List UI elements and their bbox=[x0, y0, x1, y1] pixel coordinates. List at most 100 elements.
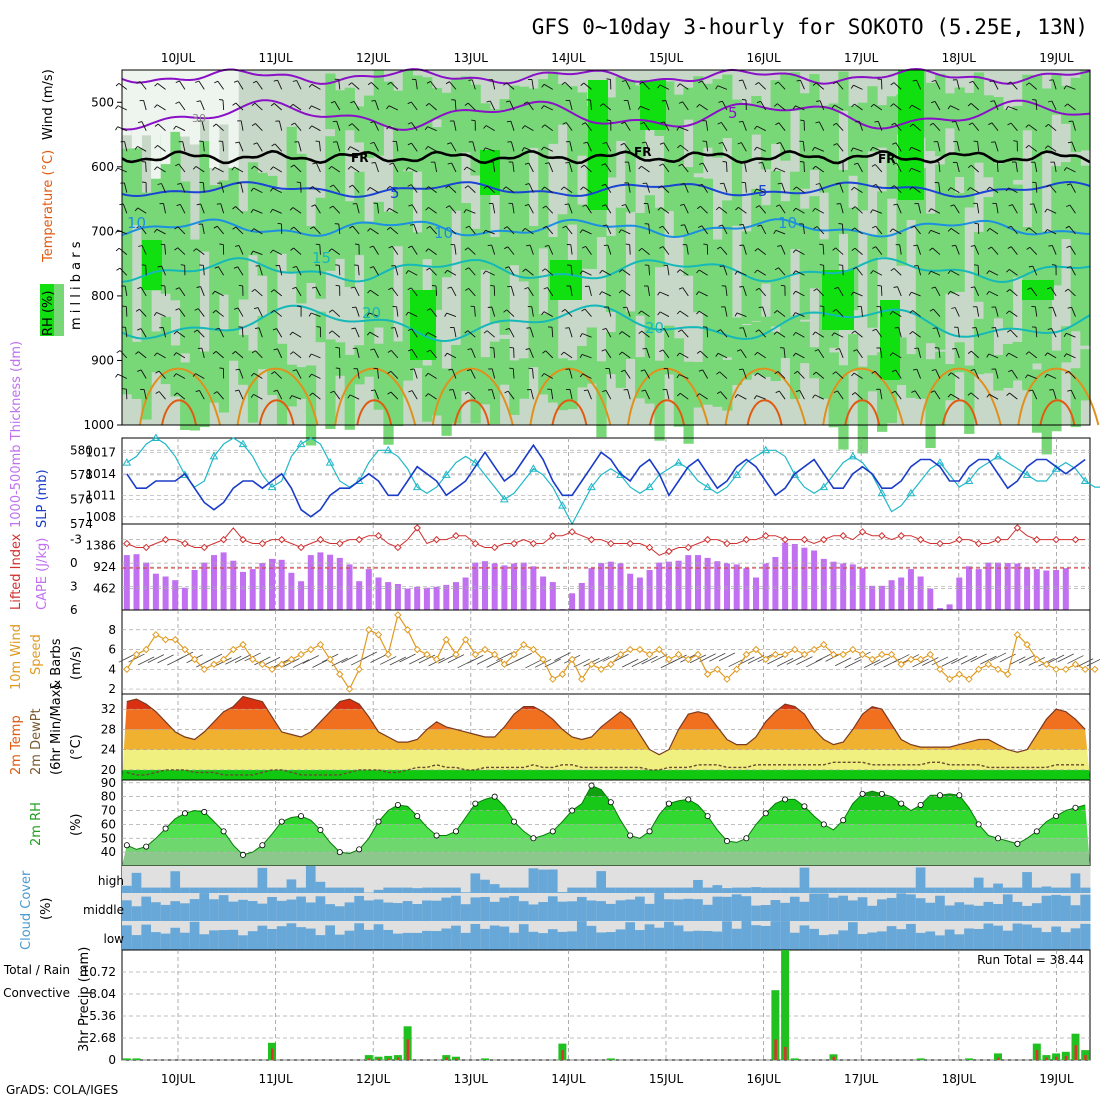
wind-barb bbox=[196, 329, 205, 338]
chart-title: GFS 0~10day 3-hourly for SOKOTO (5.25E, … bbox=[532, 15, 1088, 39]
wind-barb bbox=[991, 246, 999, 255]
wind-barb bbox=[293, 247, 302, 255]
wind-barb-feather bbox=[231, 166, 235, 171]
wind10-tick: 6 bbox=[108, 643, 116, 657]
wind-barb-feather bbox=[853, 349, 858, 352]
wind-barb bbox=[988, 270, 999, 276]
cape-bar bbox=[462, 577, 469, 610]
wind-barb-feather bbox=[407, 184, 412, 187]
wind-barb bbox=[988, 290, 999, 297]
rh-mid-cell bbox=[547, 71, 559, 144]
wind-barb-feather bbox=[1066, 204, 1071, 208]
wind-barb bbox=[858, 121, 863, 131]
cape-bar bbox=[1014, 563, 1021, 610]
wind-barb-feather bbox=[524, 287, 529, 290]
contour-sky-10 bbox=[121, 218, 1091, 239]
cloud-cell-bg bbox=[557, 866, 568, 893]
cloud-cell-bg bbox=[712, 866, 723, 893]
wind-barb-feather bbox=[622, 306, 627, 309]
wind-barb-feather bbox=[838, 264, 843, 266]
wind-barb-feather bbox=[908, 291, 912, 296]
wind-barb-feather bbox=[831, 104, 835, 109]
wind-barb-feather bbox=[154, 166, 158, 171]
wind-barb bbox=[257, 307, 263, 317]
wind-barb bbox=[355, 306, 360, 317]
rh-mid-cell bbox=[499, 338, 510, 385]
wind-barb bbox=[756, 269, 766, 276]
wind-barb bbox=[643, 122, 650, 131]
thickness-line-marker bbox=[645, 482, 654, 491]
wind-barb bbox=[491, 244, 496, 255]
rh-mid-cell bbox=[122, 312, 133, 395]
credit: GrADS: COLA/IGES bbox=[6, 1083, 118, 1097]
rh-low-cell bbox=[151, 70, 162, 179]
wind-barb-feather bbox=[676, 392, 681, 397]
wind-barb-feather bbox=[312, 162, 317, 165]
wind-barb bbox=[390, 350, 399, 359]
wind-barb-feather bbox=[408, 204, 413, 207]
wind-barb bbox=[742, 368, 747, 379]
wind-barb bbox=[1008, 310, 1018, 317]
cloud-cell-bg bbox=[635, 866, 646, 893]
wind-barb-feather bbox=[678, 287, 683, 290]
wind-barb bbox=[446, 352, 457, 359]
wind-barb bbox=[623, 143, 631, 152]
cloud-cell bbox=[160, 904, 171, 921]
wind-barb bbox=[934, 101, 941, 111]
rh-mid-cell bbox=[635, 212, 646, 316]
wind-barb bbox=[179, 80, 186, 90]
wind-barb-feather bbox=[676, 269, 681, 273]
wind-barb bbox=[1071, 141, 1076, 152]
wind10-label-3: & Barbs bbox=[49, 638, 64, 690]
wind-barb-feather bbox=[173, 373, 177, 377]
wind10-line-marker bbox=[1033, 655, 1041, 664]
wind-barb bbox=[776, 331, 786, 338]
wind10-barb bbox=[776, 658, 794, 667]
wind10-line-marker bbox=[626, 645, 634, 654]
wind-barb-feather bbox=[696, 269, 700, 274]
rh-band bbox=[122, 824, 1090, 839]
wind-barb bbox=[1066, 167, 1076, 173]
wind-barb-feather bbox=[1044, 229, 1048, 233]
rh-low-cell bbox=[160, 70, 171, 165]
cloud-cell bbox=[606, 887, 617, 893]
wind-barb bbox=[277, 348, 283, 359]
rh-mid-cell bbox=[296, 153, 307, 304]
wind-barb bbox=[391, 287, 399, 297]
wind-barb bbox=[201, 348, 205, 358]
wind-barb bbox=[202, 182, 205, 193]
wind-barb bbox=[629, 244, 631, 255]
top-day-label-8: 18JUL bbox=[942, 51, 977, 65]
wind-barb-feather bbox=[391, 327, 396, 329]
wind-barb bbox=[641, 310, 650, 317]
wind-barb bbox=[177, 226, 186, 235]
wind-barb bbox=[349, 394, 360, 400]
cape-bar bbox=[675, 560, 682, 610]
wind-barb-feather bbox=[775, 204, 780, 207]
wind-barb bbox=[506, 226, 515, 235]
wind-barb bbox=[1067, 288, 1076, 297]
rh-mid-cell bbox=[1012, 341, 1023, 381]
wind-barb-feather bbox=[968, 122, 973, 126]
cape-bar bbox=[772, 557, 779, 610]
wind-barb bbox=[932, 247, 941, 255]
wind-barb bbox=[370, 289, 379, 297]
rh-low-cell bbox=[228, 70, 239, 168]
cloud-cell bbox=[973, 928, 985, 950]
wind-barb bbox=[161, 183, 166, 193]
wind-barb bbox=[582, 229, 592, 235]
wind-barb bbox=[314, 204, 321, 214]
wind-barb bbox=[413, 224, 418, 235]
wind-barb bbox=[545, 226, 554, 235]
wind-barb bbox=[647, 285, 651, 296]
wind-barb-feather bbox=[521, 228, 526, 232]
wind-barb-feather bbox=[316, 326, 321, 328]
wind-barb bbox=[411, 142, 418, 152]
wind-barb-feather bbox=[640, 121, 645, 125]
wind-barb bbox=[544, 186, 554, 194]
wind10-line-marker bbox=[403, 626, 412, 634]
top-day-label-3: 13JUL bbox=[454, 51, 489, 65]
wind-barb-feather bbox=[1047, 327, 1052, 331]
cloud-cell bbox=[238, 899, 249, 921]
wind-barb bbox=[683, 183, 689, 193]
